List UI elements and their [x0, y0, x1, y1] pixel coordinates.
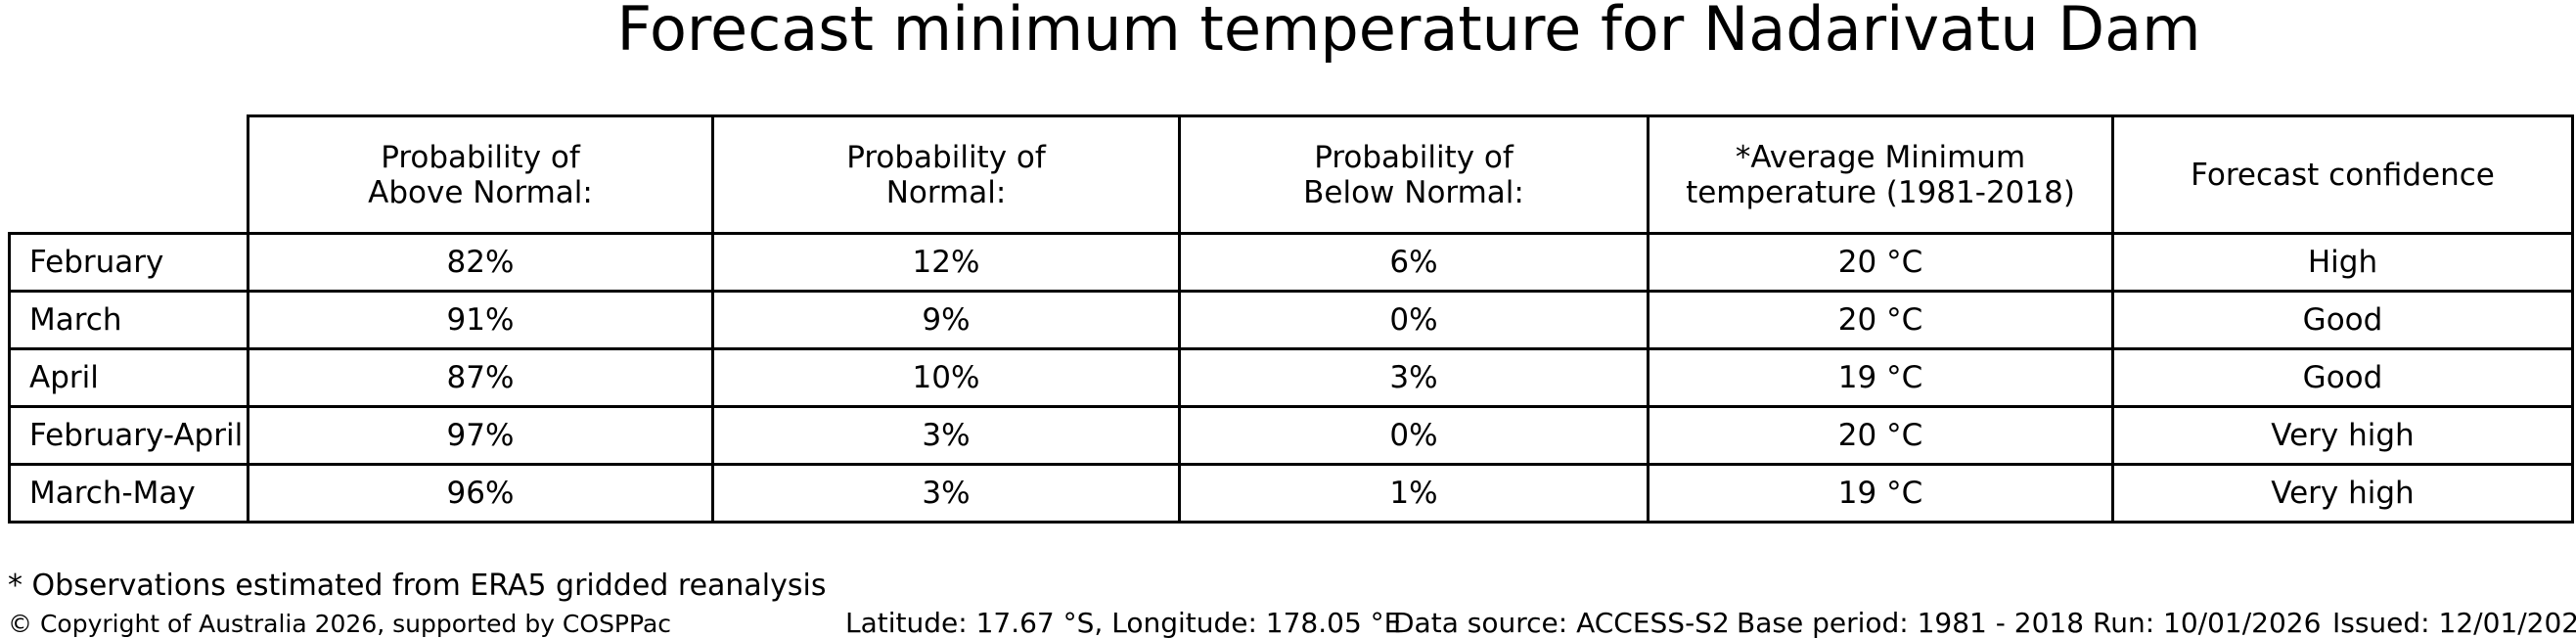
- table-cell: 19 °C: [1647, 347, 2114, 408]
- row-label: February-April: [8, 405, 249, 466]
- table-cell: 1%: [1178, 463, 1650, 524]
- table-cell: 3%: [1178, 347, 1650, 408]
- table-cell: Very high: [2111, 463, 2574, 524]
- table-cell: 19 °C: [1647, 463, 2114, 524]
- table-cell: Good: [2111, 347, 2574, 408]
- row-label: February: [8, 232, 249, 293]
- corner-cell: [10, 116, 249, 234]
- footnote: * Observations estimated from ERA5 gridd…: [8, 569, 827, 603]
- table-cell: 20 °C: [1647, 405, 2114, 466]
- table-row-february-april: February-April 97% 3% 0% 20 °C Very high: [8, 405, 2574, 466]
- copyright-text: © Copyright of Australia 2026, supported…: [8, 610, 672, 638]
- table-cell: 96%: [247, 463, 714, 524]
- table-cell: 10%: [711, 347, 1181, 408]
- forecast-table: Probability of Above Normal: Probability…: [8, 114, 2574, 524]
- column-header-below-normal: Probability of Below Normal:: [1178, 114, 1650, 235]
- table-cell: Good: [2111, 290, 2574, 350]
- column-header-forecast-confidence: Forecast confidence: [2111, 114, 2574, 235]
- row-label: March: [8, 290, 249, 350]
- table-row-march: March 91% 9% 0% 20 °C Good: [8, 290, 2574, 350]
- row-label: April: [8, 347, 249, 408]
- header-row: Probability of Above Normal: Probability…: [10, 114, 2574, 235]
- row-label: March-May: [8, 463, 249, 524]
- column-header-above-normal: Probability of Above Normal:: [247, 114, 714, 235]
- table-cell: 91%: [247, 290, 714, 350]
- location-text: Latitude: 17.67 °S, Longitude: 178.05 °E: [845, 607, 1402, 638]
- table-cell: 20 °C: [1647, 232, 2114, 293]
- run-date-text: Run: 10/01/2026: [2093, 607, 2322, 638]
- table-cell: 0%: [1178, 290, 1650, 350]
- table-cell: 97%: [247, 405, 714, 466]
- table-cell: 9%: [711, 290, 1181, 350]
- table-cell: Very high: [2111, 405, 2574, 466]
- table-cell: 87%: [247, 347, 714, 408]
- forecast-table-container: Probability of Above Normal: Probability…: [8, 114, 2574, 524]
- column-header-average-minimum: *Average Minimum temperature (1981-2018): [1647, 114, 2114, 235]
- table-cell: 3%: [711, 405, 1181, 466]
- table-row-february: February 82% 12% 6% 20 °C High: [8, 232, 2574, 293]
- table-cell: High: [2111, 232, 2574, 293]
- table-row-april: April 87% 10% 3% 19 °C Good: [8, 347, 2574, 408]
- table-cell: 6%: [1178, 232, 1650, 293]
- table-cell: 3%: [711, 463, 1181, 524]
- table-cell: 0%: [1178, 405, 1650, 466]
- table-cell: 12%: [711, 232, 1181, 293]
- data-source-text: Data source: ACCESS-S2: [1393, 607, 1730, 638]
- column-header-normal: Probability of Normal:: [711, 114, 1181, 235]
- table-row-march-may: March-May 96% 3% 1% 19 °C Very high: [8, 463, 2574, 524]
- issued-date-text: Issued: 12/01/2026: [2332, 607, 2576, 638]
- table-cell: 20 °C: [1647, 290, 2114, 350]
- table-cell: 82%: [247, 232, 714, 293]
- page-title: Forecast minimum temperature for Nadariv…: [616, 0, 2201, 65]
- base-period-text: Base period: 1981 - 2018: [1737, 607, 2085, 638]
